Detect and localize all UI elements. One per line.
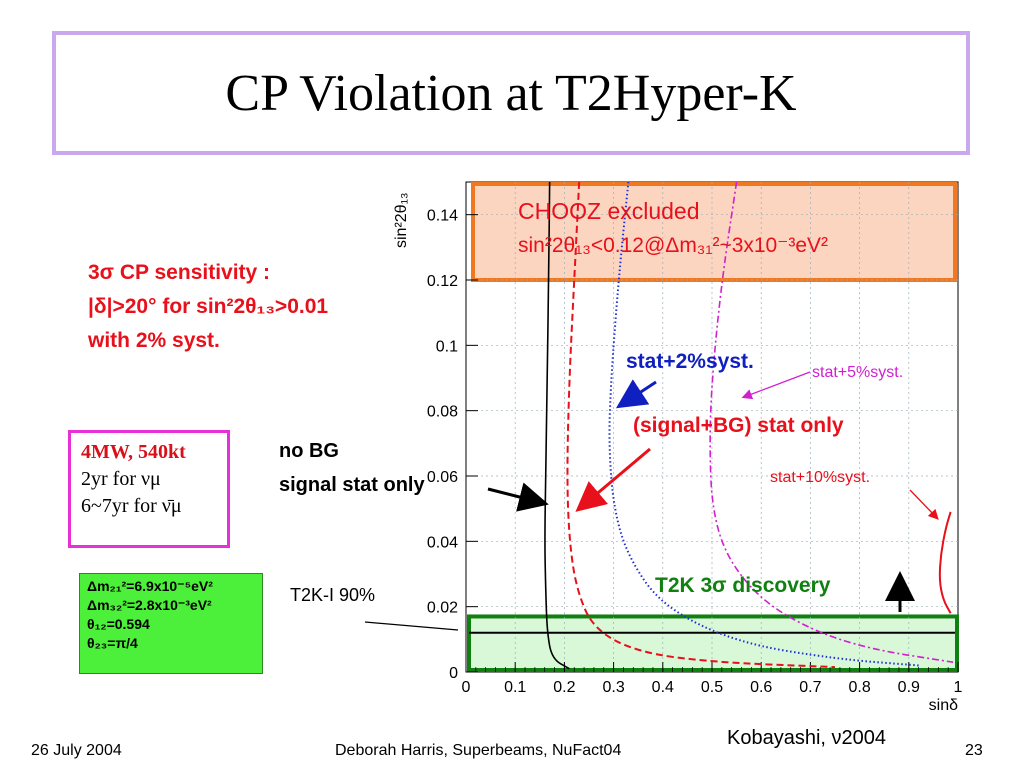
oscillation-params-box: Δm₂₁²=6.9x10⁻⁵eV² Δm₃₂²=2.8x10⁻³eV² θ₁₂=… [79, 573, 263, 674]
signal-bg-curve [566, 181, 836, 669]
credit: Kobayashi, ν2004 [727, 727, 887, 749]
x-tick-label: 1 [954, 679, 963, 696]
nobg-arrow [487, 482, 549, 512]
param-dm21: Δm₂₁²=6.9x10⁻⁵eV² [87, 578, 213, 594]
x-tick-label: 0 [462, 679, 471, 696]
chooz-label-line1: CHOOZ excluded [518, 198, 700, 224]
exposure-line2: 6~7yr for ν̄μ [81, 495, 182, 517]
y-tick-label: 0.02 [427, 600, 458, 617]
stat10-label: stat+10%syst. [770, 469, 870, 486]
title-box: CP Violation at T2Hyper-K [52, 31, 970, 155]
footer-page: 23 [965, 742, 983, 759]
stat2-curve [608, 181, 919, 667]
x-tick-label: 0.6 [750, 679, 772, 696]
sensitivity-line1: 3σ CP sensitivity : [88, 261, 271, 284]
stat10-arrow [909, 489, 939, 520]
param-theta12: θ₁₂=0.594 [87, 616, 150, 632]
y-axis-label: sin²2θ₁₃ [393, 193, 410, 249]
x-tick-label: 0.9 [898, 679, 920, 696]
x-tick-label: 0.4 [652, 679, 674, 696]
x-tick-label: 0.5 [701, 679, 723, 696]
footer-center: Deborah Harris, Superbeams, NuFact04 [335, 742, 622, 759]
stat10-curve [938, 511, 952, 614]
x-tick-label: 0.7 [799, 679, 821, 696]
signal-bg-label: (signal+BG) stat only [633, 414, 844, 437]
sensitivity-line3: with 2% syst. [88, 329, 220, 352]
chooz-excluded-band [471, 182, 957, 282]
chooz-label-line2: sin²2θ₁₃<0.12@Δm₃₁²~3x10⁻³eV² [518, 234, 828, 257]
exposure-title: 4MW, 540kt [81, 441, 186, 463]
exposure-box: 4MW, 540kt 2yr for νμ 6~7yr for ν̄μ [68, 430, 230, 548]
x-tick-label: 0.8 [848, 679, 870, 696]
y-tick-label: 0.14 [427, 208, 458, 225]
stat5-curve [709, 181, 954, 663]
stat5-label: stat+5%syst. [812, 364, 903, 381]
y-tick-label: 0.04 [427, 534, 458, 551]
nobg-label-line1: no BG [279, 440, 339, 462]
x-axis-label: sinδ [929, 697, 958, 714]
x-tick-label: 0.1 [504, 679, 526, 696]
t2k1-label: T2K-I 90% [290, 585, 375, 605]
y-tick-label: 0.08 [427, 404, 458, 421]
footer-date: 26 July 2004 [31, 742, 122, 759]
y-tick-label: 0.1 [436, 338, 458, 355]
y-tick-label: 0.12 [427, 273, 458, 290]
nobg-label-line2: signal stat only [279, 474, 425, 496]
stat2-arrow [615, 379, 657, 409]
exposure-line1: 2yr for νμ [81, 468, 161, 490]
sensitivity-line2: |δ|>20° for sin²2θ₁₃>0.01 [88, 295, 329, 318]
param-dm32: Δm₃₂²=2.8x10⁻³eV² [87, 597, 212, 613]
t2k1-pointer [364, 621, 459, 631]
t2k-discovery-label: T2K 3σ discovery [655, 574, 831, 597]
stat2-label: stat+2%syst. [626, 350, 754, 373]
x-tick-label: 0.2 [553, 679, 575, 696]
y-tick-label: 0.06 [427, 469, 458, 486]
signal-bg-arrow [575, 447, 651, 512]
stat5-arrow [741, 371, 811, 400]
y-tick-label: 0 [449, 665, 458, 682]
x-tick-label: 0.3 [602, 679, 624, 696]
param-theta23: θ₂₃=π/4 [87, 635, 138, 651]
slide-title: CP Violation at T2Hyper-K [225, 64, 797, 122]
